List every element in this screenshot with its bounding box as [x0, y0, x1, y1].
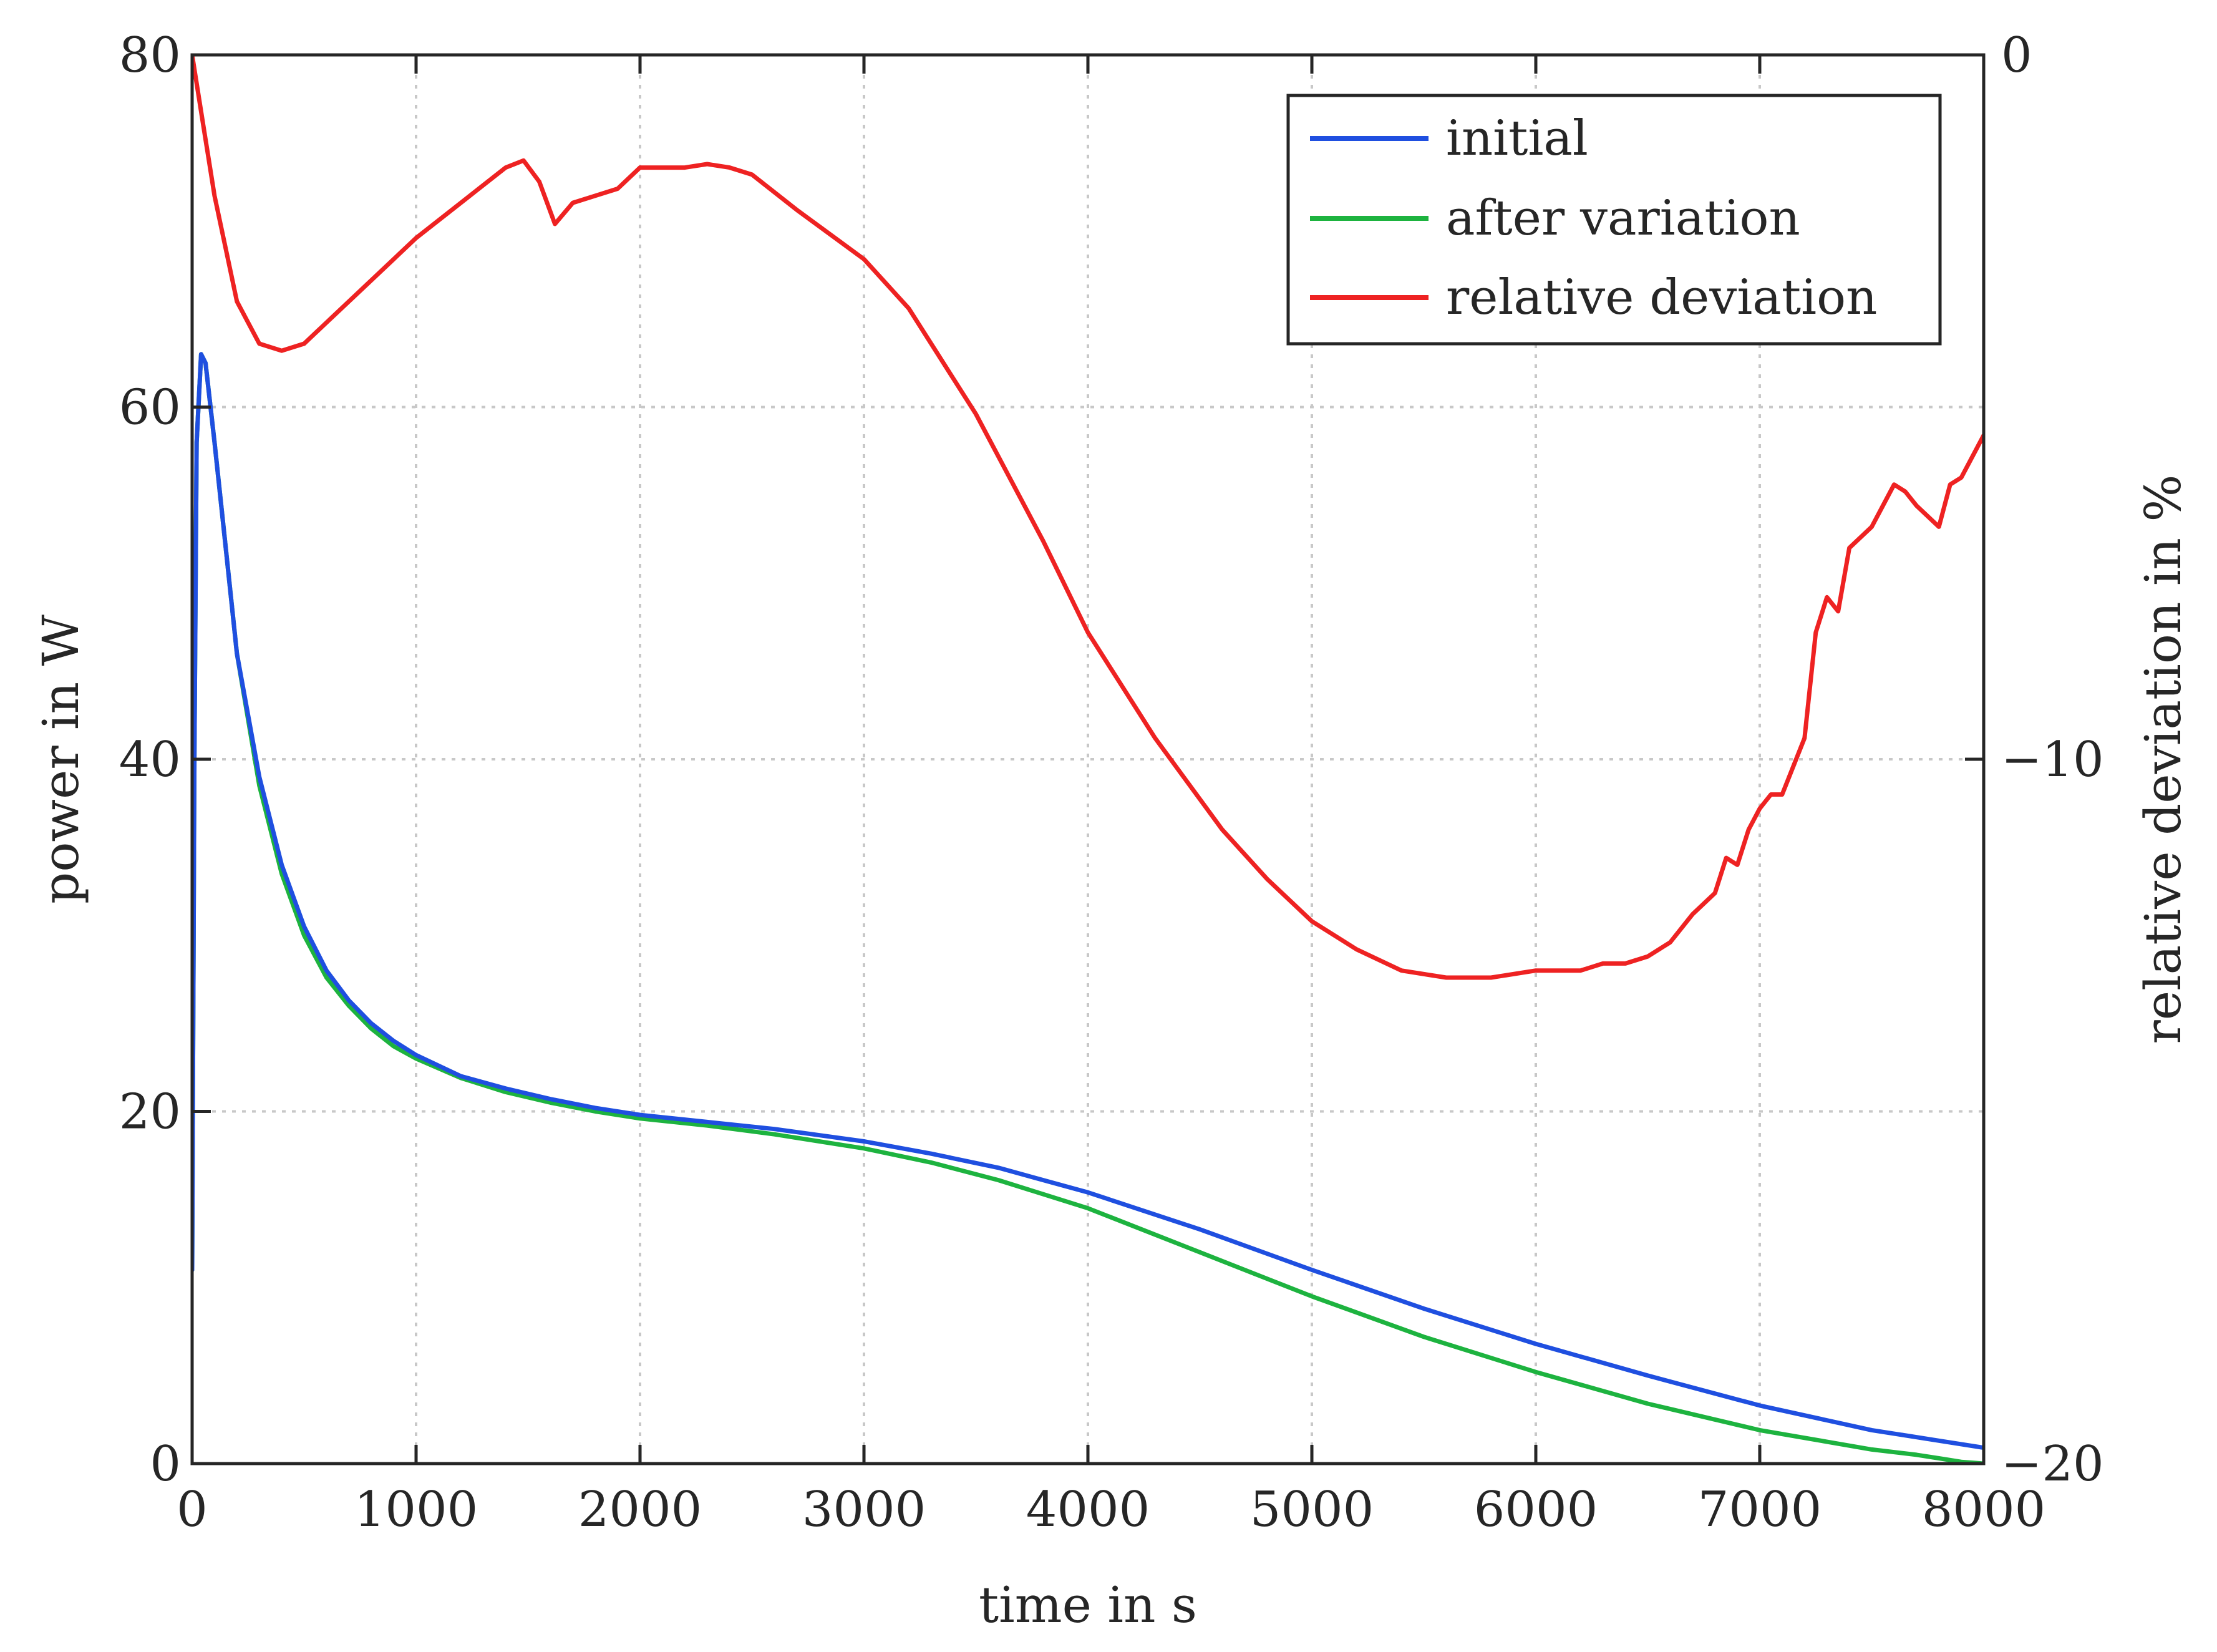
y-right-tick-label-1: −10	[2001, 732, 2104, 788]
y-left-tick-label-0: 0	[150, 1436, 181, 1492]
y-left-tick-label-4: 80	[119, 27, 181, 84]
x-tick-label-6: 6000	[1474, 1482, 1598, 1538]
series-layer	[192, 55, 1984, 1464]
x-tick-label-5: 5000	[1250, 1482, 1374, 1538]
tick-labels: 0 1000 2000 3000 4000 5000 6000 7000 8000 0 20 40 60…	[119, 27, 2104, 1538]
x-tick-label-3: 3000	[802, 1482, 926, 1538]
y-left-tick-label-3: 60	[119, 380, 181, 436]
legend: initial after variation relative deviati…	[1286, 94, 1942, 346]
legend-label-initial: initial	[1446, 110, 1588, 167]
y-left-tick-label-1: 20	[119, 1084, 181, 1140]
x-tick-label-8: 8000	[1922, 1482, 2046, 1538]
series-line-initial	[192, 352, 1984, 1450]
x-tick-label-2: 2000	[578, 1482, 702, 1538]
legend-label-after-variation: after variation	[1446, 190, 1800, 246]
left-y-axis-label: power in W	[32, 615, 90, 904]
y-right-tick-label-2: 0	[2001, 27, 2032, 84]
x-axis-label: time in s	[979, 1576, 1197, 1634]
ticks	[190, 53, 1986, 1465]
legend-label-relative-deviation: relative deviation	[1446, 270, 1877, 326]
x-tick-label-7: 7000	[1698, 1482, 1822, 1538]
x-tick-label-0: 0	[177, 1482, 208, 1538]
y-left-tick-label-2: 40	[119, 732, 181, 788]
series-line-relative-deviation	[192, 55, 1984, 980]
right-y-axis-label: relative deviation in %	[2134, 474, 2192, 1044]
y-right-tick-label-0: −20	[2001, 1436, 2104, 1492]
x-tick-label-1: 1000	[354, 1482, 478, 1538]
x-tick-label-4: 4000	[1026, 1482, 1150, 1538]
